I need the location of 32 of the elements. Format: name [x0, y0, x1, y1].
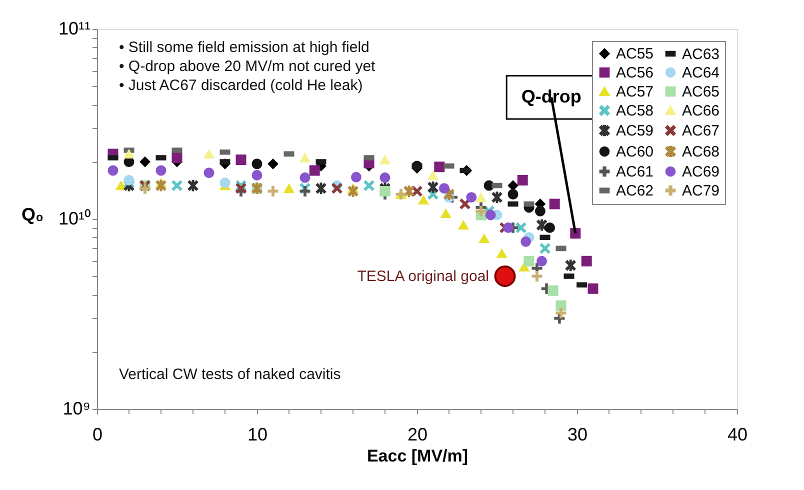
legend-label: AC55 — [616, 46, 654, 63]
legend-label: AC67 — [682, 122, 720, 140]
x-axis-title: Eacc [MV/m] — [366, 446, 468, 466]
legend-label: AC68 — [682, 144, 720, 160]
legend-label: AC59 — [616, 122, 654, 140]
legend-label: AC79 — [682, 182, 720, 200]
legend-label: AC69 — [682, 164, 720, 180]
legend-label: AC62 — [616, 182, 654, 200]
annotation: TESLA original goal — [357, 268, 489, 286]
legend-label: AC64 — [682, 64, 720, 82]
y-tick-label: 10⁹ — [62, 398, 90, 418]
legend-label: AC58 — [616, 102, 654, 120]
legend-label: AC56 — [616, 64, 654, 82]
annotation: • Just AC67 discarded (cold He leak) — [119, 77, 363, 94]
x-tick-label: 20 — [407, 424, 428, 444]
annotation: • Q-drop above 20 MV/m not cured yet — [119, 58, 376, 75]
x-tick-label: 0 — [92, 424, 103, 444]
legend-label: AC57 — [616, 84, 654, 100]
legend-label: AC61 — [616, 164, 654, 180]
annotation: Vertical CW tests of naked cavitis — [119, 366, 341, 383]
annotation: • Still some field emission at high field — [119, 39, 370, 56]
y-axis-title: Q₀ — [21, 204, 44, 224]
y-tick-label: 10¹⁰ — [58, 208, 90, 228]
legend-label: AC65 — [682, 84, 720, 100]
legend-label: AC63 — [682, 46, 720, 63]
x-tick-label: 30 — [567, 424, 588, 444]
legend-label: AC60 — [616, 144, 654, 160]
legend-label: AC66 — [682, 102, 720, 120]
x-tick-label: 10 — [247, 424, 268, 444]
annotation: Q-drop — [521, 86, 582, 106]
y-tick-label: 10¹¹ — [58, 18, 90, 38]
x-tick-label: 40 — [727, 424, 748, 444]
